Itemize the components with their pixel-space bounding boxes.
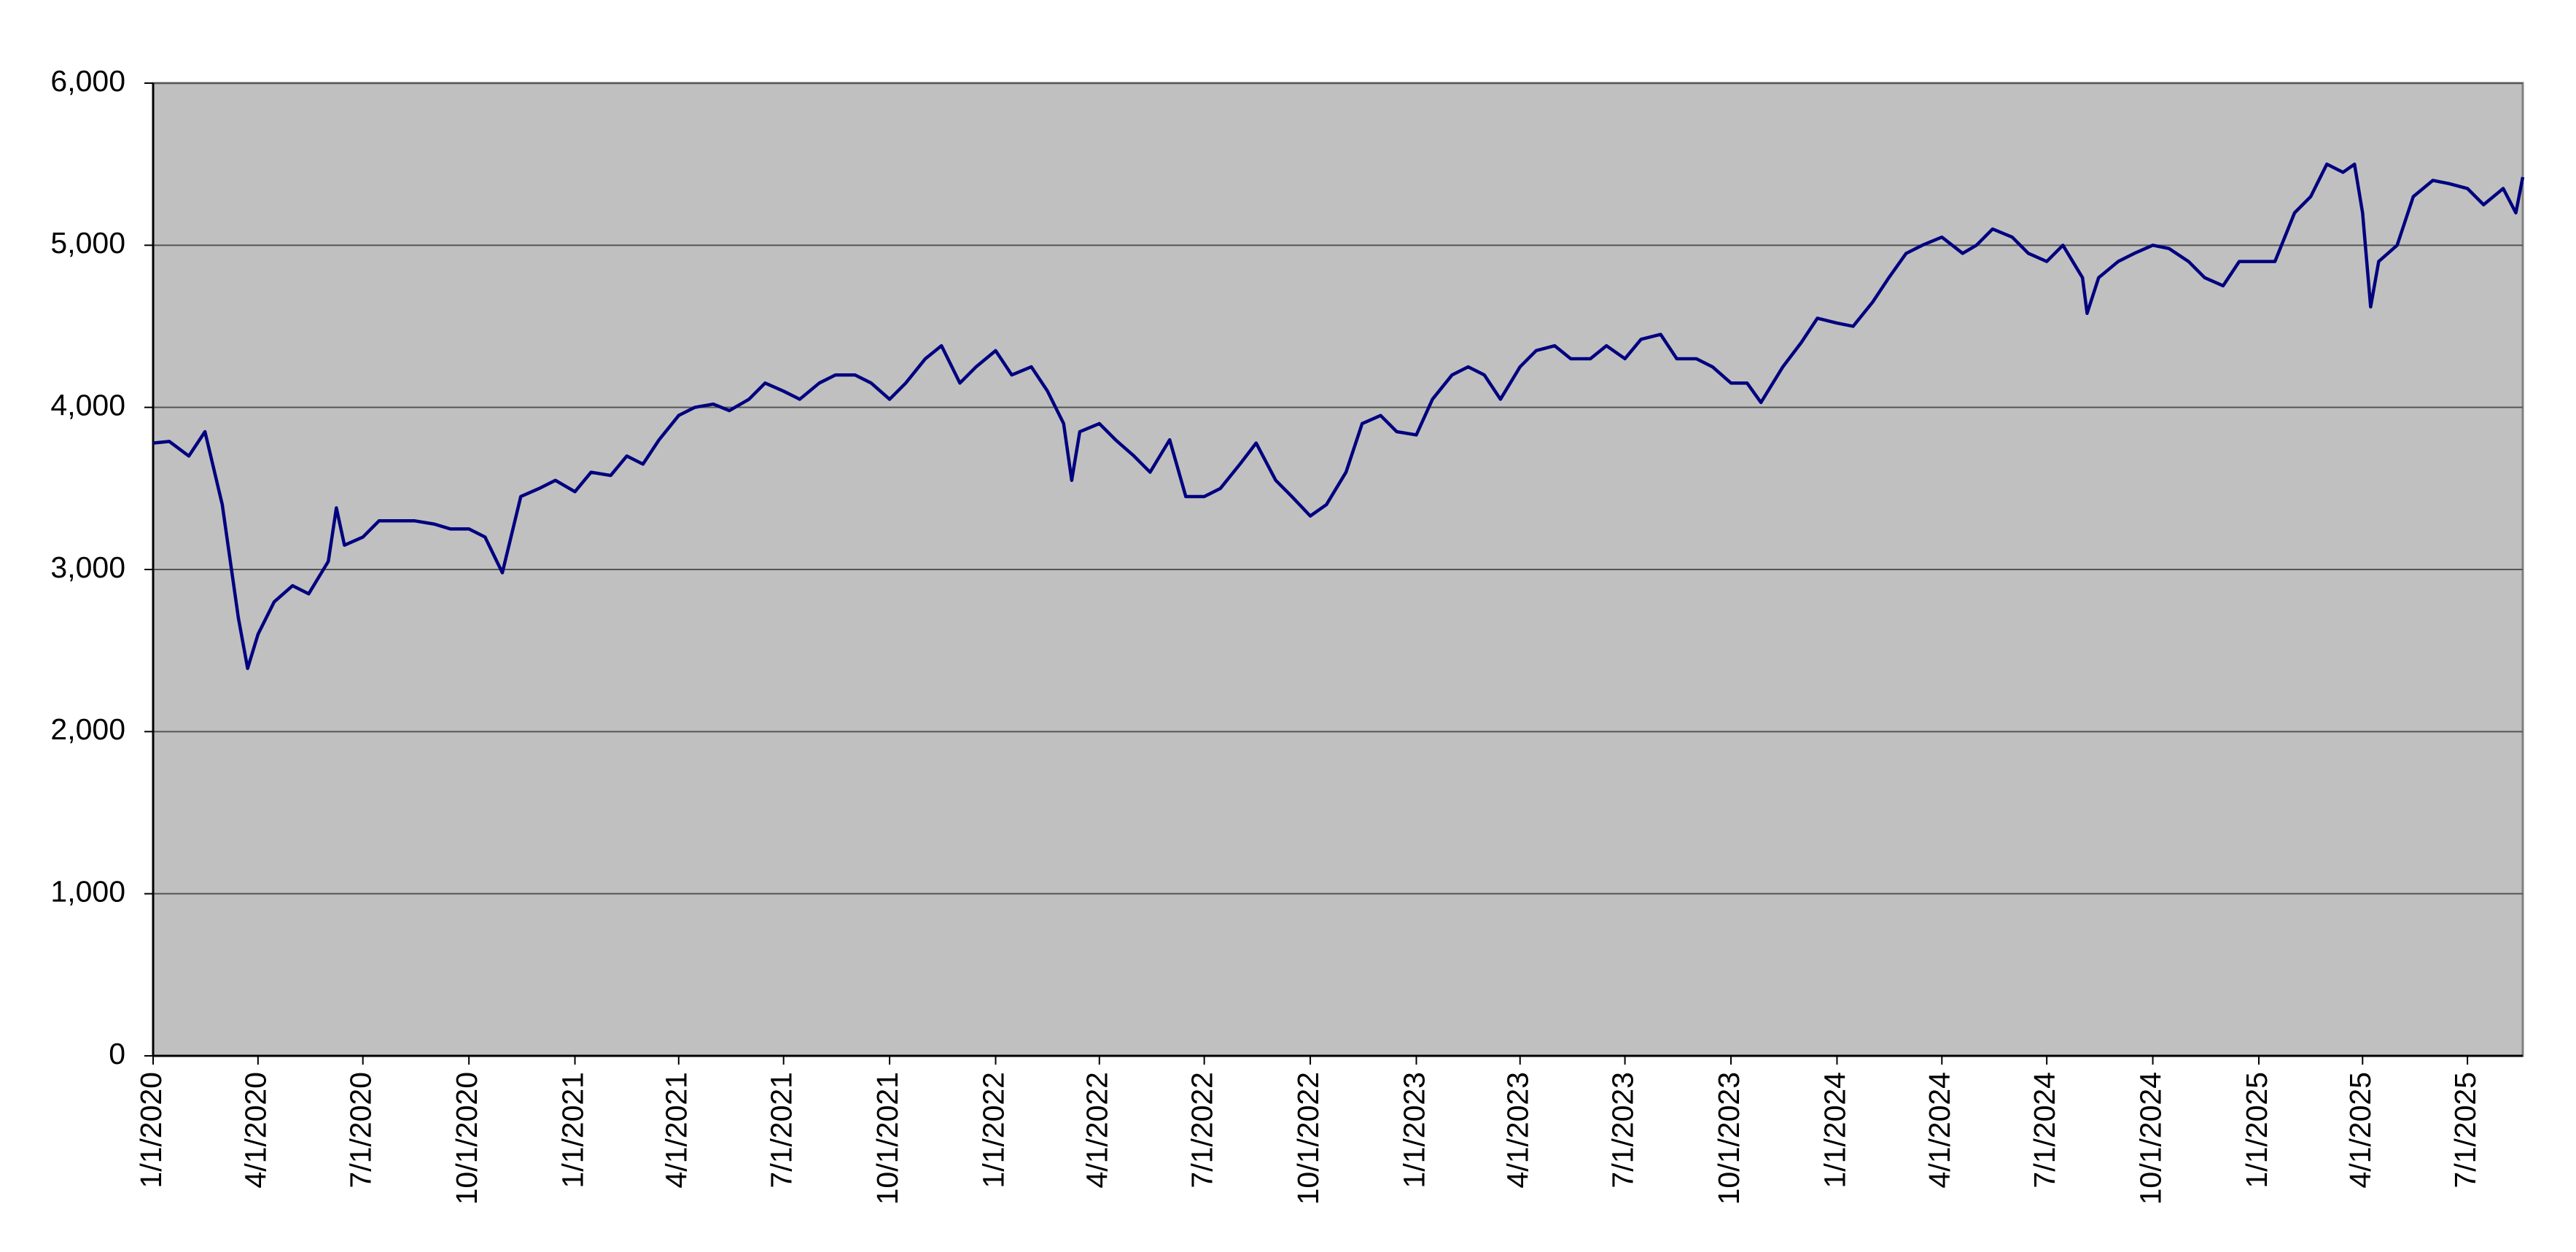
y-tick-label: 6,000 xyxy=(50,64,125,98)
y-tick-label: 4,000 xyxy=(50,388,125,421)
x-tick-label: 10/1/2023 xyxy=(1712,1072,1746,1205)
x-tick-label: 4/1/2020 xyxy=(239,1072,273,1189)
x-tick-label: 7/1/2023 xyxy=(1606,1072,1639,1189)
x-tick-label: 7/1/2025 xyxy=(2448,1072,2482,1189)
y-tick-label: 2,000 xyxy=(50,712,125,746)
x-tick-label: 7/1/2024 xyxy=(2028,1072,2061,1189)
x-tick-label: 10/1/2020 xyxy=(450,1072,483,1205)
x-tick-label: 1/1/2021 xyxy=(556,1072,589,1189)
x-tick-label: 1/1/2023 xyxy=(1397,1072,1431,1189)
x-tick-label: 1/1/2025 xyxy=(2240,1072,2273,1189)
series-line xyxy=(152,162,2525,670)
x-tick-label: 4/1/2025 xyxy=(2343,1072,2377,1189)
x-tick-label: 1/1/2020 xyxy=(134,1072,168,1189)
x-tick-label: 1/1/2024 xyxy=(1818,1072,1851,1189)
x-tick-label: 4/1/2024 xyxy=(1923,1072,1956,1189)
x-tick-label: 10/1/2024 xyxy=(2133,1072,2167,1205)
x-tick-label: 7/1/2022 xyxy=(1185,1072,1218,1189)
x-tick-label: 4/1/2021 xyxy=(660,1072,693,1189)
x-tick-label: 4/1/2022 xyxy=(1081,1072,1114,1189)
x-tick-label: 1/1/2022 xyxy=(976,1072,1010,1189)
y-tick-label: 0 xyxy=(109,1037,125,1070)
x-tick-label: 7/1/2020 xyxy=(344,1072,378,1189)
y-tick-label: 3,000 xyxy=(50,551,125,584)
x-tick-label: 10/1/2021 xyxy=(871,1072,904,1205)
x-tick-label: 4/1/2023 xyxy=(1501,1072,1535,1189)
x-tick-label: 10/1/2022 xyxy=(1291,1072,1325,1205)
x-tick-label: 7/1/2021 xyxy=(764,1072,798,1189)
y-tick-label: 1,000 xyxy=(50,874,125,908)
y-tick-label: 5,000 xyxy=(50,226,125,260)
